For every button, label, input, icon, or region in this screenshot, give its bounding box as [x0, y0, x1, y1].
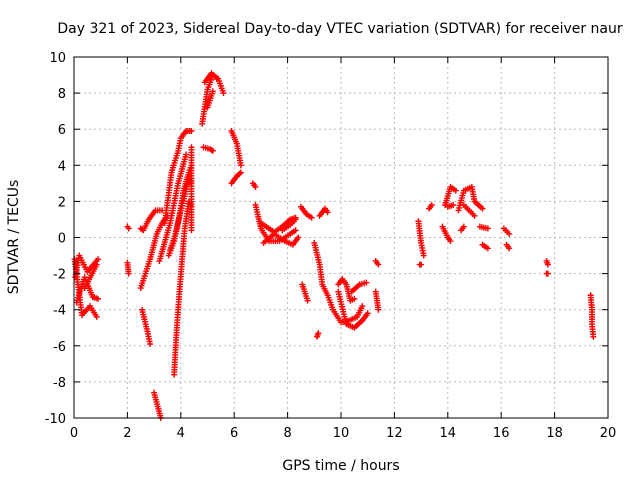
x-tick-label: 20: [600, 426, 617, 441]
data-point: [292, 216, 299, 223]
data-point: [506, 230, 513, 237]
y-tick-label: -6: [53, 340, 66, 355]
y-tick-label: 8: [58, 87, 66, 102]
x-tick-label: 14: [440, 426, 457, 441]
data-point: [359, 303, 366, 310]
data-point: [375, 261, 382, 268]
data-point: [447, 238, 454, 245]
y-tick-label: 10: [49, 51, 66, 66]
data-point: [209, 88, 216, 95]
data-point: [308, 214, 315, 221]
data-point: [237, 169, 244, 176]
x-tick-label: 0: [70, 426, 78, 441]
data-point: [418, 261, 425, 268]
y-tick-label: -2: [53, 268, 66, 283]
y-tick-label: -10: [45, 412, 66, 427]
data-point: [125, 270, 132, 277]
data-point: [252, 183, 259, 190]
data-point: [484, 245, 491, 252]
data-point: [375, 306, 382, 313]
y-tick-label: -8: [53, 376, 66, 391]
data-point: [304, 297, 311, 304]
x-axis-label: GPS time / hours: [282, 458, 399, 474]
data-point: [237, 162, 244, 169]
data-point: [420, 252, 427, 259]
x-tick-label: 10: [333, 426, 350, 441]
y-tick-label: 4: [58, 159, 66, 174]
data-point: [544, 261, 551, 268]
data-points: [71, 70, 597, 421]
data-point: [590, 333, 597, 340]
data-point: [460, 223, 467, 230]
data-point: [209, 147, 216, 154]
data-point: [506, 245, 513, 252]
data-point: [220, 90, 227, 97]
data-point: [484, 225, 491, 232]
data-point: [93, 261, 100, 268]
y-tick-label: -4: [53, 304, 66, 319]
y-tick-label: 0: [58, 232, 66, 247]
data-point: [188, 128, 195, 135]
data-point: [93, 313, 100, 320]
x-tick-label: 12: [386, 426, 403, 441]
data-point: [213, 75, 220, 82]
x-tick-label: 6: [230, 426, 238, 441]
y-axis-label: SDTVAR / TECUs: [6, 180, 22, 295]
x-tick-label: 4: [177, 426, 185, 441]
data-point: [292, 227, 299, 234]
x-tick-label: 18: [546, 426, 563, 441]
y-tick-label: 2: [58, 195, 66, 210]
axis-ticks: 0 2 4 6 8 10 12 14 16 18 20 -10 -8 -6 -4 -2 0 2 4 6 8 10: [45, 51, 617, 441]
data-point: [363, 279, 370, 286]
data-point: [471, 212, 478, 219]
data-point: [479, 205, 486, 212]
data-point: [95, 295, 102, 302]
data-point: [95, 256, 102, 263]
data-point: [452, 187, 459, 194]
data-point: [428, 202, 435, 209]
data-point: [125, 225, 132, 232]
x-tick-label: 2: [123, 426, 131, 441]
chart-title: Day 321 of 2023, Sidereal Day-to-day VTE…: [57, 21, 623, 37]
data-point: [315, 330, 322, 337]
data-point: [351, 295, 358, 302]
x-tick-label: 8: [283, 426, 291, 441]
data-point: [364, 310, 371, 317]
x-tick-label: 16: [493, 426, 510, 441]
data-point: [295, 234, 302, 241]
data-point: [450, 202, 457, 209]
gridlines: [74, 57, 608, 418]
data-point: [183, 151, 190, 158]
data-point: [188, 144, 195, 151]
data-point: [324, 209, 331, 216]
data-point: [544, 270, 551, 277]
y-tick-label: 6: [58, 123, 66, 138]
data-point: [147, 340, 154, 347]
